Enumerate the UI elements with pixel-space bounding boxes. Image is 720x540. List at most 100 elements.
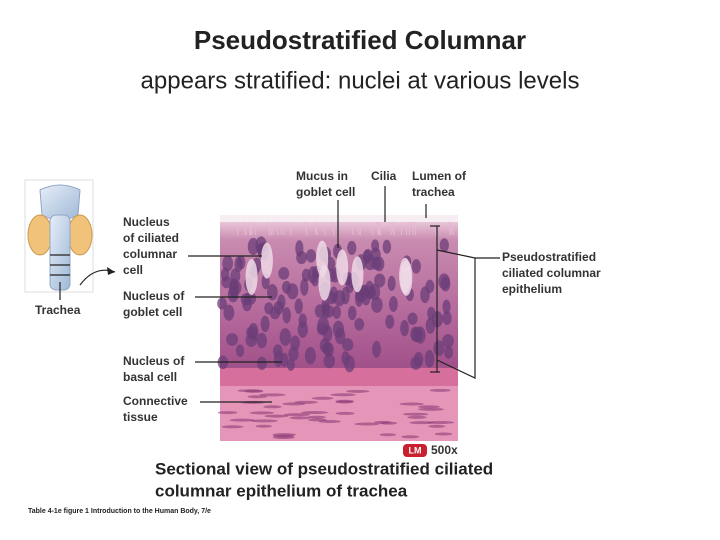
cilia [450, 221, 455, 236]
fiber [229, 418, 256, 422]
nucleus [296, 251, 307, 265]
nucleus [269, 306, 281, 320]
caption-line: columnar epithelium of trachea [155, 481, 408, 500]
left-label: Nucleus of [123, 289, 185, 303]
nucleus [364, 286, 376, 299]
cilia [304, 221, 308, 236]
fiber [255, 424, 272, 428]
fiber [250, 419, 278, 423]
nucleus [286, 358, 295, 371]
nucleus [308, 266, 318, 284]
nucleus [438, 273, 450, 290]
fiber [417, 405, 441, 409]
nucleus [294, 298, 303, 315]
micrograph [217, 215, 458, 441]
nucleus [278, 267, 290, 280]
nucleus [226, 333, 239, 346]
nucleus [411, 259, 421, 274]
fiber [335, 411, 355, 415]
fiber [335, 400, 354, 404]
cilia [249, 221, 252, 236]
fiber [294, 400, 318, 404]
caption-line: Sectional view of pseudostratified cilia… [155, 459, 493, 478]
cilia [433, 221, 437, 236]
left-label: Nucleus of [123, 354, 185, 368]
fiber [379, 433, 397, 437]
nucleus [372, 340, 381, 358]
nucleus [425, 317, 436, 334]
nucleus [407, 312, 418, 325]
cilia [370, 221, 374, 236]
fiber [249, 411, 275, 415]
fiber [247, 395, 268, 399]
fiber [318, 419, 341, 423]
nucleus [439, 238, 449, 253]
nucleus [220, 267, 230, 282]
fiber [428, 424, 446, 428]
nucleus [240, 293, 252, 306]
nucleus [286, 283, 299, 300]
goblet-cell [336, 249, 349, 286]
cilia [244, 221, 246, 236]
inset-label: Trachea [35, 303, 81, 317]
top-label: Lumen of [412, 169, 467, 183]
nucleus [374, 273, 386, 288]
fiber [401, 435, 420, 439]
nucleus [333, 290, 346, 307]
nucleus [420, 286, 430, 304]
left-label: Nucleus [123, 215, 170, 229]
cilia [252, 221, 257, 236]
cilia [410, 221, 415, 236]
cilia [269, 221, 273, 236]
right-label: Pseudostratified [502, 250, 596, 264]
nucleus [260, 315, 270, 333]
nucleus [347, 240, 357, 255]
right-label: epithelium [502, 282, 562, 296]
nucleus [217, 297, 227, 310]
cilia [331, 221, 335, 236]
nucleus [300, 278, 309, 296]
nucleus [277, 294, 286, 310]
fiber [418, 407, 444, 411]
fiber [311, 396, 334, 400]
nucleus [304, 346, 316, 365]
left-label: basal cell [123, 370, 177, 384]
nucleus [444, 345, 454, 359]
nucleus [316, 322, 328, 336]
nucleus [247, 237, 259, 256]
nucleus [335, 327, 346, 345]
fiber [429, 388, 451, 392]
lm-badge [403, 444, 427, 457]
fiber [307, 415, 326, 419]
fiber [264, 414, 289, 418]
goblet-cell [351, 256, 364, 293]
fiber [289, 416, 310, 420]
fiber [346, 389, 370, 393]
cilia [279, 221, 282, 236]
nucleus [341, 351, 350, 366]
source: Table 4-1e figure 1 Introduction to the … [28, 508, 211, 515]
nucleus [327, 291, 337, 305]
left-label: cell [123, 263, 143, 277]
nucleus [256, 356, 267, 370]
nucleus [433, 340, 445, 357]
nucleus [382, 239, 392, 254]
nucleus [235, 344, 245, 357]
fiber [221, 425, 244, 429]
fiber [330, 393, 356, 397]
cilia [375, 221, 379, 236]
leader-lines [188, 186, 500, 403]
nucleus [412, 326, 423, 343]
right-label: ciliated columnar [502, 266, 601, 280]
goblet-cell [318, 264, 331, 301]
nucleus [442, 334, 454, 348]
fiber [374, 420, 391, 424]
cilia [322, 221, 326, 236]
fiber [399, 402, 424, 406]
nucleus [256, 332, 267, 349]
top-label: Cilia [371, 169, 397, 183]
nucleus [347, 305, 357, 321]
top-label: Mucus in [296, 169, 348, 183]
cilia [400, 221, 403, 236]
